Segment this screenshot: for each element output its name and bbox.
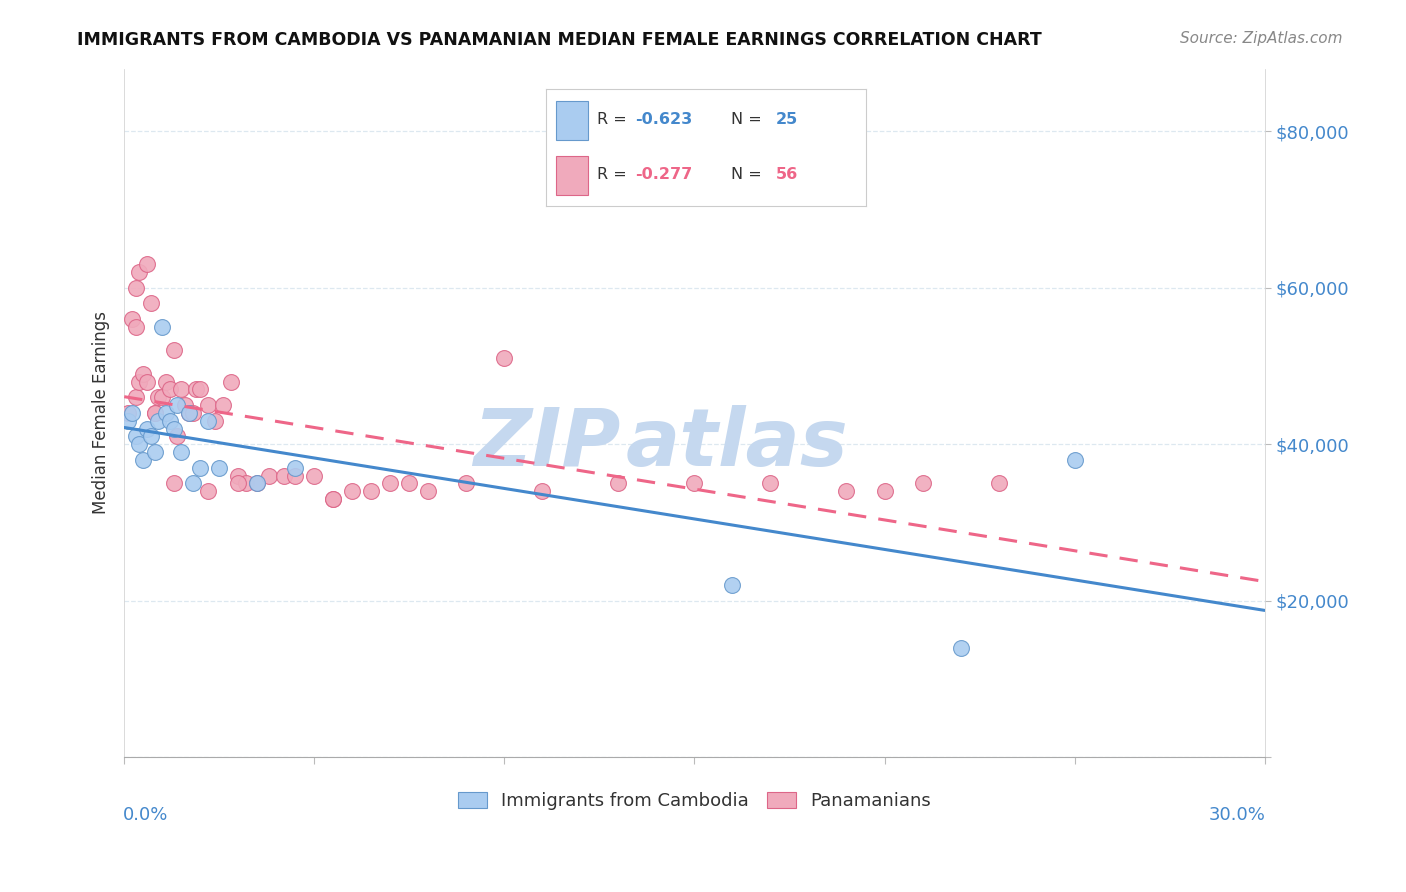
Point (219, 375, 242, 389)
Point (322, 491, 344, 506)
Point (155, 406, 177, 420)
Point (380, 476, 402, 491)
Point (166, 398, 188, 412)
Text: atlas: atlas (626, 405, 849, 483)
Y-axis label: Median Female Earnings: Median Female Earnings (93, 311, 110, 515)
Point (987, 476, 1010, 491)
Point (188, 460, 211, 475)
Point (721, 578, 744, 592)
Point (208, 460, 231, 475)
Point (949, 640, 972, 655)
Point (235, 476, 257, 491)
Point (188, 383, 211, 397)
Point (124, 319, 146, 334)
Legend: Immigrants from Cambodia, Panamanians: Immigrants from Cambodia, Panamanians (450, 785, 938, 817)
Point (204, 414, 226, 428)
Point (128, 437, 150, 451)
Text: IMMIGRANTS FROM CAMBODIA VS PANAMANIAN MEDIAN FEMALE EARNINGS CORRELATION CHART: IMMIGRANTS FROM CAMBODIA VS PANAMANIAN M… (77, 31, 1042, 49)
Point (197, 414, 219, 428)
Text: ZIP: ZIP (472, 405, 620, 483)
Point (128, 265, 150, 279)
Point (177, 406, 200, 420)
Point (124, 281, 146, 295)
Point (456, 476, 478, 491)
Point (226, 476, 249, 491)
Point (162, 476, 184, 491)
Point (246, 476, 269, 491)
Point (246, 476, 269, 491)
Point (143, 406, 166, 420)
Point (342, 484, 364, 499)
Point (197, 398, 219, 412)
Point (136, 375, 159, 389)
Point (284, 468, 307, 483)
Point (873, 484, 896, 499)
Point (494, 351, 516, 366)
Point (162, 343, 184, 358)
Point (531, 484, 554, 499)
Point (226, 468, 249, 483)
Point (284, 460, 307, 475)
Point (136, 257, 159, 271)
Point (117, 406, 139, 420)
Point (683, 476, 706, 491)
Point (257, 468, 280, 483)
Point (143, 445, 166, 459)
Point (759, 476, 782, 491)
Point (124, 429, 146, 443)
Point (155, 375, 177, 389)
Point (128, 375, 150, 389)
Point (181, 406, 204, 420)
Point (159, 383, 181, 397)
Point (159, 414, 181, 428)
Point (136, 422, 159, 436)
Point (166, 429, 188, 443)
Point (181, 476, 204, 491)
Point (139, 296, 162, 310)
Point (197, 484, 219, 499)
Point (170, 383, 193, 397)
Point (170, 445, 193, 459)
Point (304, 468, 326, 483)
Point (273, 468, 295, 483)
Point (121, 406, 143, 420)
Point (1063, 453, 1085, 467)
Point (835, 484, 858, 499)
Point (117, 414, 139, 428)
Point (124, 390, 146, 404)
Point (212, 398, 235, 412)
Point (322, 491, 344, 506)
Text: 0.0%: 0.0% (124, 805, 169, 823)
Point (607, 476, 630, 491)
Point (162, 422, 184, 436)
Point (139, 429, 162, 443)
Point (174, 398, 197, 412)
Point (186, 383, 208, 397)
Point (143, 406, 166, 420)
Point (911, 476, 934, 491)
Point (177, 406, 200, 420)
Point (132, 453, 155, 467)
Point (132, 367, 155, 381)
Point (148, 414, 170, 428)
Point (360, 484, 382, 499)
Point (398, 476, 420, 491)
Point (148, 390, 170, 404)
Point (418, 484, 440, 499)
Text: 30.0%: 30.0% (1209, 805, 1265, 823)
Text: Source: ZipAtlas.com: Source: ZipAtlas.com (1180, 31, 1343, 46)
Point (150, 390, 173, 404)
Point (121, 312, 143, 326)
Point (150, 319, 173, 334)
